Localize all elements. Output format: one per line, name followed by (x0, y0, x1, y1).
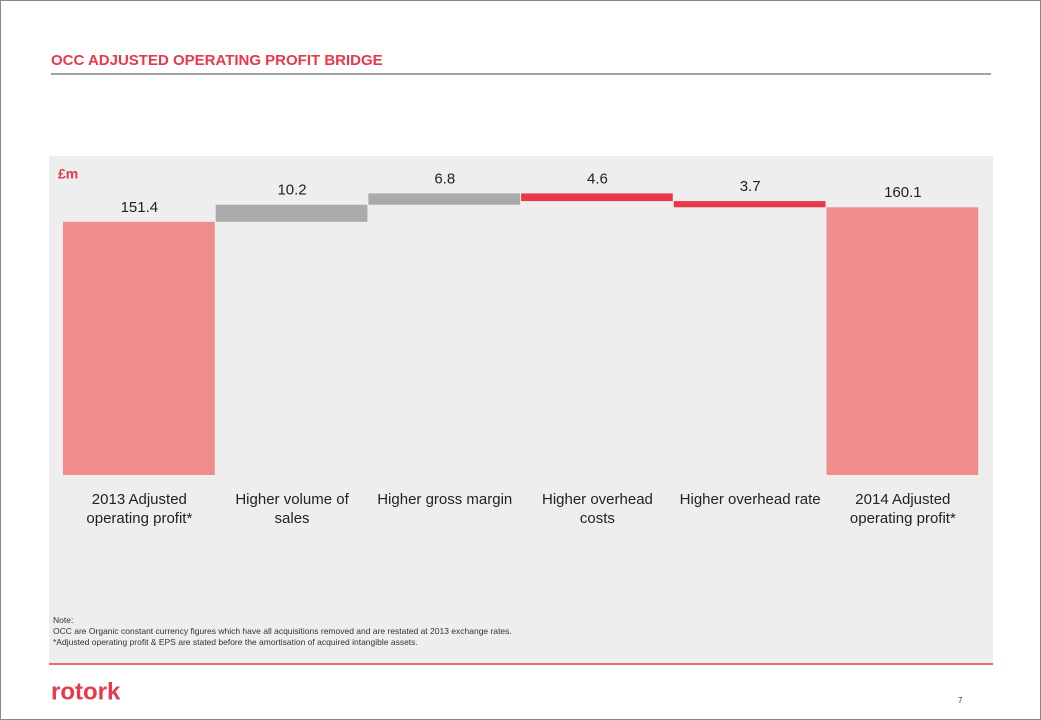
logo: rotork (51, 678, 121, 705)
bar (368, 193, 521, 205)
category-label: 2014 Adjusted operating profit* (849, 491, 956, 527)
note-line: *Adjusted operating profit & EPS are sta… (53, 637, 418, 647)
value-label: 151.4 (121, 199, 159, 216)
value-label: 6.8 (434, 170, 455, 187)
bar (63, 221, 215, 475)
bar (215, 204, 368, 222)
bar (521, 193, 673, 202)
unit-label: £m (58, 166, 78, 182)
bar (826, 207, 979, 475)
bar (673, 201, 826, 208)
slide-title: OCC ADJUSTED OPERATING PROFIT BRIDGE (51, 52, 383, 69)
category-label: Higher overhead rate (679, 491, 821, 508)
note-line: OCC are Organic constant currency figure… (53, 626, 512, 636)
page-number: 7 (958, 696, 963, 705)
value-label: 10.2 (277, 182, 306, 199)
value-label: 4.6 (587, 170, 608, 187)
category-label: Higher volume of sales (235, 491, 349, 527)
note-line: Note: (53, 615, 74, 625)
value-label: 160.1 (884, 184, 922, 201)
category-label: Higher overhead costs (541, 491, 653, 527)
category-label: 2013 Adjusted operating profit* (86, 491, 193, 527)
value-label: 3.7 (740, 178, 761, 195)
category-label: Higher gross margin (377, 491, 513, 508)
